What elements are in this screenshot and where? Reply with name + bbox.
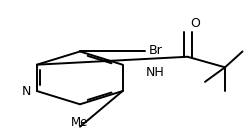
Text: O: O xyxy=(190,17,200,30)
Text: NH: NH xyxy=(146,66,165,79)
Text: N: N xyxy=(22,85,31,98)
Text: Me: Me xyxy=(71,116,89,129)
Text: Br: Br xyxy=(149,44,162,57)
